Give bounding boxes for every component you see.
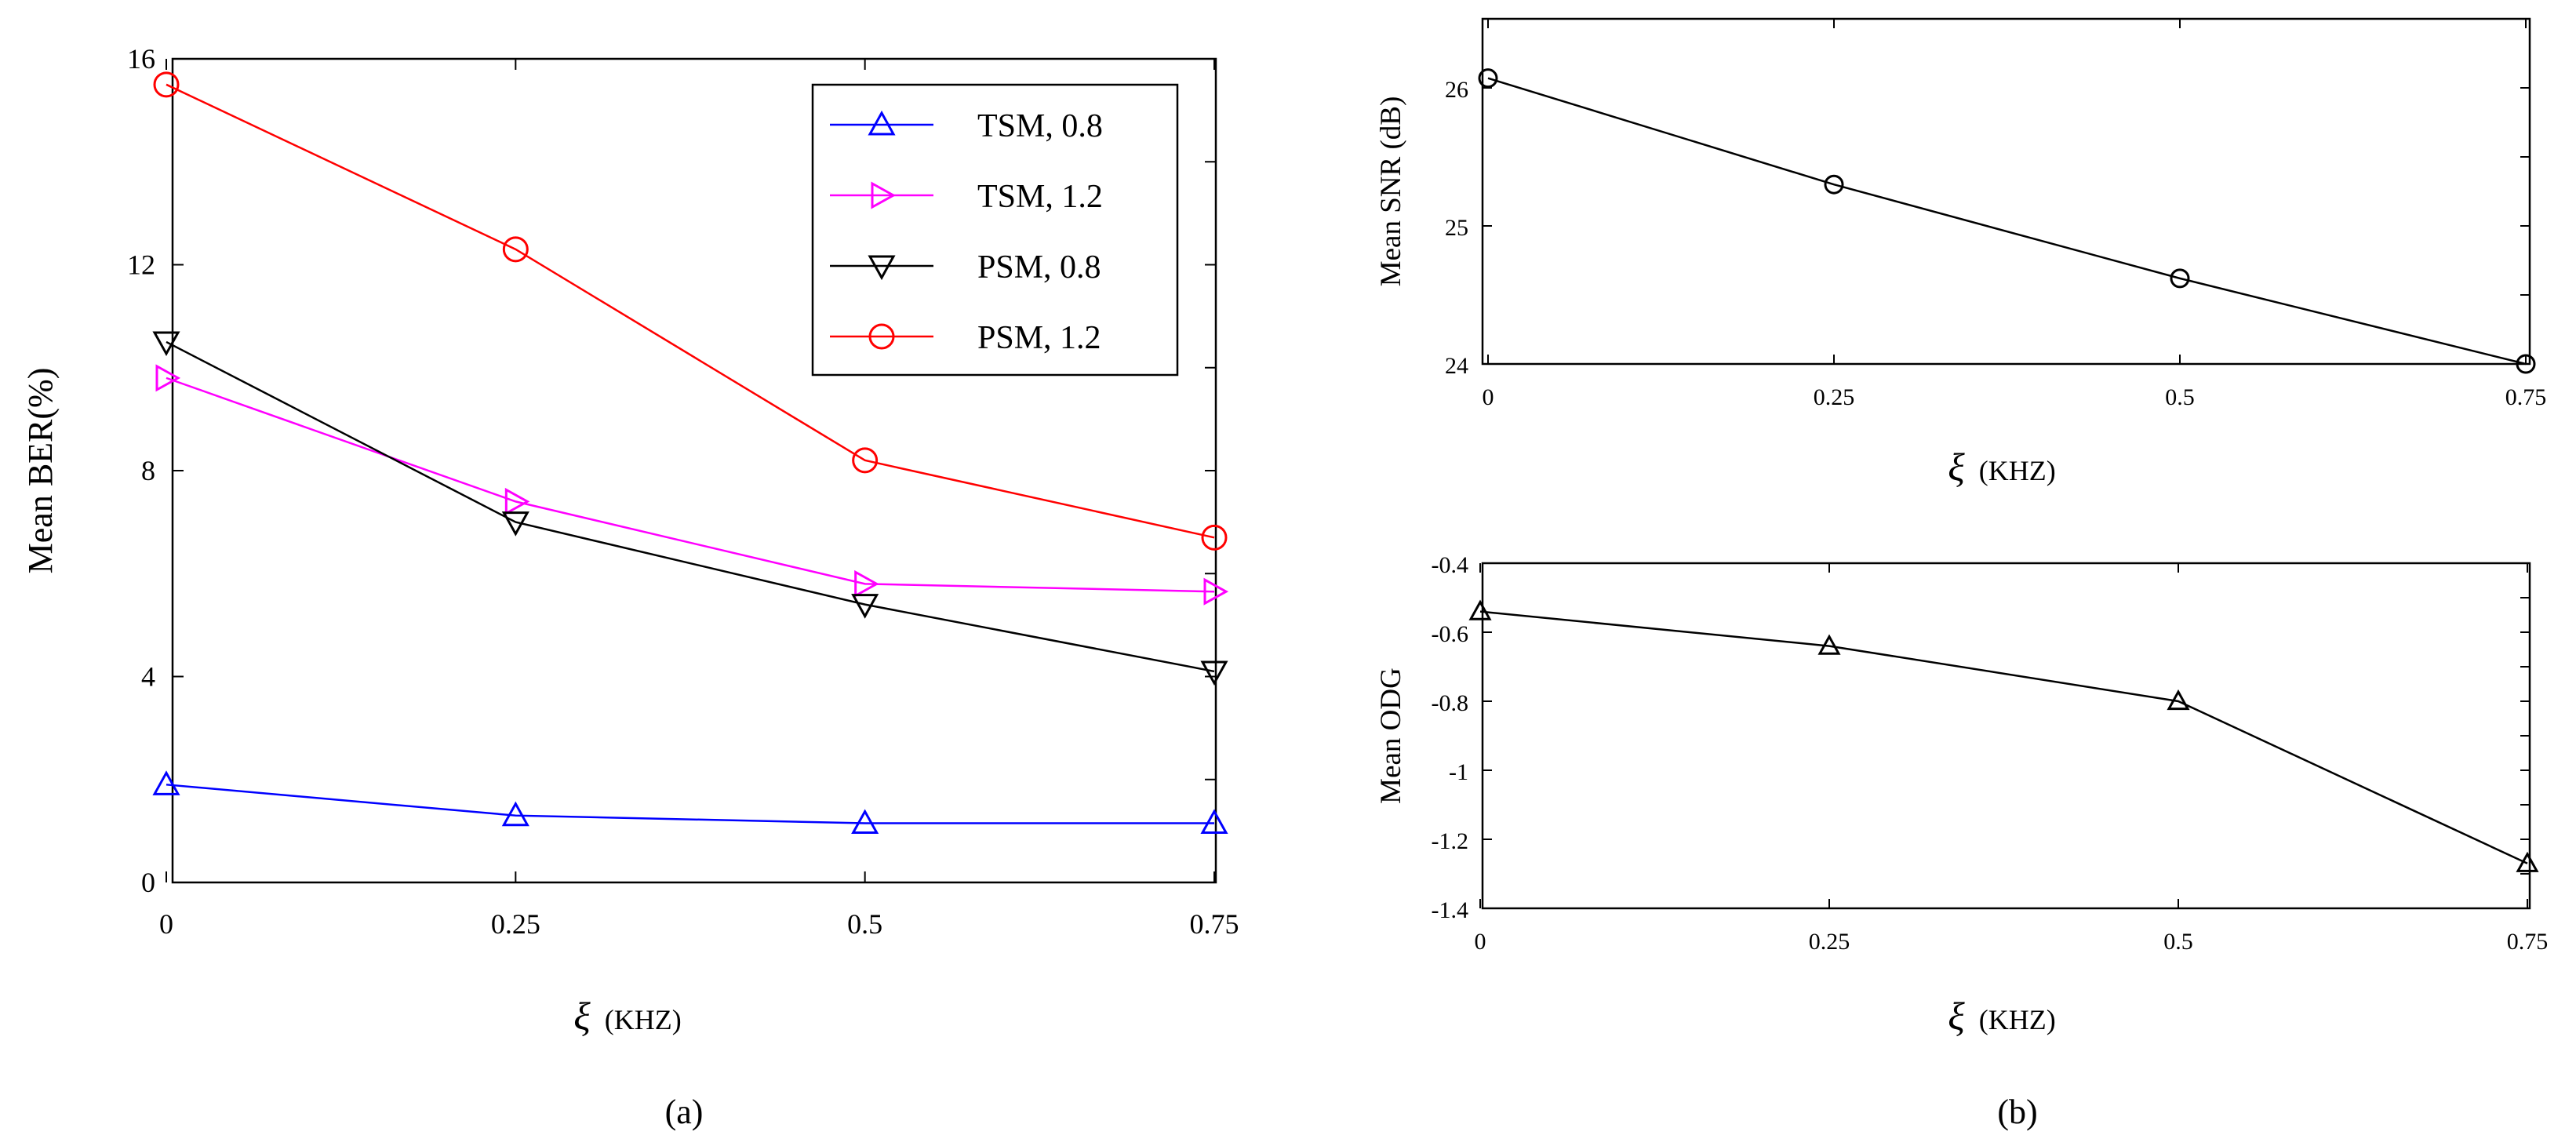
ber-point-tsm-0-8 [851,809,879,835]
odg-x-axis-symbol: ξ [1948,994,1965,1038]
snr-series [1478,68,2536,374]
ber-x-tick-label: 0.5 [847,908,882,940]
ber-y-tick-label: 12 [127,249,155,281]
ber-y-tick-label: 16 [127,43,155,75]
ber-x-axis-title: ξ (KHZ) [573,994,681,1038]
snr-series-line-mean-snr [1487,77,2527,366]
odg-y-tick-label: -1 [1449,759,1468,785]
snr-point-mean-snr [2170,268,2190,289]
odg-series-line-mean-odg [1479,610,2528,864]
ber-y-tick-label: 8 [141,455,155,486]
legend-label-1: TSM, 1.2 [977,179,1103,215]
ber-point-tsm-1-2 [504,487,530,515]
odg-x-axis-unit: (KHZ) [1979,1004,2056,1035]
ber-point-psm-0-8 [851,594,879,619]
legend-label-2: PSM, 0.8 [977,249,1101,286]
ber-series-line-tsm-0-8 [166,784,1214,824]
odg-series [1468,599,2539,872]
odg-point-mean-odg [2516,851,2539,872]
odg-ticks: 0 0.25 0.5 0.75 -1.4 -1.2 -1 -0.8 -0.6 -0.4 [1432,552,2549,955]
snr-y-axis-title: Mean SNR (dB) [1375,96,1407,287]
ber-legend-items: TSM, 0.8 TSM, 1.2 PSM, 0.8 PSM, 1.2 [830,108,1103,356]
legend-marker-3 [868,323,895,350]
ber-point-psm-1-2 [502,236,529,263]
odg-y-tick-label: -0.8 [1432,690,1469,716]
legend-label-0: TSM, 0.8 [977,108,1103,144]
ber-x-tick-label: 0.25 [491,908,540,940]
ber-point-tsm-0-8 [501,801,529,827]
snr-x-tick-label: 0.75 [2505,384,2547,410]
legend-marker-1 [871,181,897,209]
ber-series [152,71,1229,835]
snr-point-mean-snr [1824,174,1844,195]
odg-y-tick-label: -0.6 [1432,621,1469,647]
legend-label-3: PSM, 1.2 [977,320,1101,356]
ber-x-tick-label: 0.75 [1190,908,1239,940]
snr-plot-frame [1481,17,2531,366]
legend-marker-0 [868,110,896,136]
ber-point-psm-0-8 [152,331,180,357]
ber-point-psm-0-8 [501,511,529,537]
panel-a-label: (a) [665,1093,704,1131]
odg-y-axis-title: Mean ODG [1375,668,1407,804]
ber-x-axis-symbol: ξ [573,994,591,1038]
odg-x-tick-label: 0 [1475,929,1486,955]
ber-point-tsm-0-8 [152,770,180,795]
ber-point-psm-1-2 [1201,524,1228,551]
ber-point-psm-1-2 [153,71,180,98]
snr-point-mean-snr [2516,354,2536,374]
snr-y-tick-label: 25 [1445,215,1468,241]
odg-chart: 0 0.25 0.5 0.75 -1.4 -1.2 -1 -0.8 -0.6 -0.4 Mean … [1375,552,2548,1131]
odg-x-tick-label: 0.25 [1809,929,1850,955]
snr-chart: 0 0.25 0.5 0.75 24 25 26 Mean SNR (dB) ξ (KHZ) [1375,17,2547,489]
snr-y-tick-label: 26 [1445,77,1468,103]
odg-point-mean-odg [2167,689,2190,711]
odg-plot-frame [1481,562,2531,910]
snr-x-tick-label: 0 [1483,384,1494,410]
ber-point-tsm-1-2 [854,569,879,598]
snr-x-axis-unit: (KHZ) [1979,455,2056,486]
ber-y-axis-title: Mean BER(%) [21,368,60,574]
ber-point-psm-0-8 [1200,660,1228,686]
ber-series-line-tsm-1-2 [166,377,1215,593]
ber-ticks: 0 0.25 0.5 0.75 0 4 8 12 16 [127,43,1239,940]
odg-x-tick-label: 0.5 [2163,929,2193,955]
ber-x-tick-label: 0 [159,908,173,940]
odg-y-tick-label: -1.2 [1432,828,1469,854]
ber-point-tsm-1-2 [155,364,181,392]
snr-x-axis-title: ξ (KHZ) [1948,445,2055,489]
ber-series-line-psm-1-2 [166,83,1215,539]
odg-x-axis-title: ξ (KHZ) [1948,994,2055,1038]
snr-y-tick-label: 24 [1445,353,1468,379]
ber-y-tick-label: 0 [141,867,155,898]
ber-legend: TSM, 0.8 TSM, 1.2 PSM, 0.8 PSM, 1.2 [811,83,1179,377]
odg-y-tick-label: -0.4 [1432,552,1469,578]
odg-point-mean-odg [1468,599,1492,620]
ber-point-tsm-1-2 [1203,577,1229,606]
ber-point-psm-1-2 [852,447,879,474]
panel-b-label: (b) [1997,1093,2037,1131]
snr-x-axis-symbol: ξ [1948,445,1965,489]
legend-marker-2 [868,255,896,281]
odg-y-tick-label: -1.4 [1432,897,1469,923]
odg-x-tick-label: 0.75 [2507,929,2549,955]
ber-point-tsm-0-8 [1200,809,1228,835]
snr-x-tick-label: 0.25 [1814,384,1855,410]
ber-chart: 0 0.25 0.5 0.75 0 4 8 12 16 TSM, 0.8 TSM, 1.2 PSM,… [21,43,1239,1131]
ber-y-tick-label: 4 [141,661,155,693]
ber-series-line-psm-0-8 [166,340,1215,673]
odg-point-mean-odg [1817,634,1841,655]
snr-point-mean-snr [1478,68,1498,89]
ber-x-axis-unit: (KHZ) [605,1004,682,1035]
snr-x-tick-label: 0.5 [2165,384,2195,410]
